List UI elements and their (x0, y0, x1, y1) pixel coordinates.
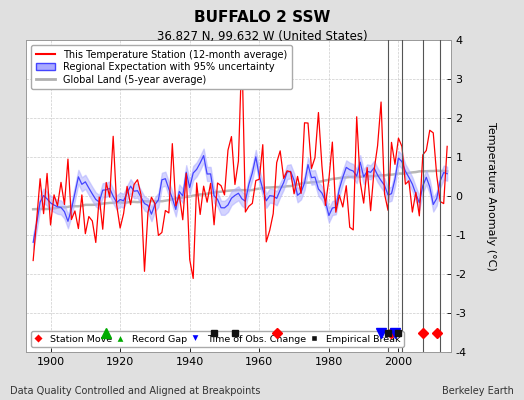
Text: Berkeley Earth: Berkeley Earth (442, 386, 514, 396)
Text: BUFFALO 2 SSW: BUFFALO 2 SSW (194, 10, 330, 25)
Text: 36.827 N, 99.632 W (United States): 36.827 N, 99.632 W (United States) (157, 30, 367, 43)
Y-axis label: Temperature Anomaly (°C): Temperature Anomaly (°C) (486, 122, 496, 270)
Legend: Station Move, Record Gap, Time of Obs. Change, Empirical Break: Station Move, Record Gap, Time of Obs. C… (31, 331, 404, 347)
Text: Data Quality Controlled and Aligned at Breakpoints: Data Quality Controlled and Aligned at B… (10, 386, 261, 396)
